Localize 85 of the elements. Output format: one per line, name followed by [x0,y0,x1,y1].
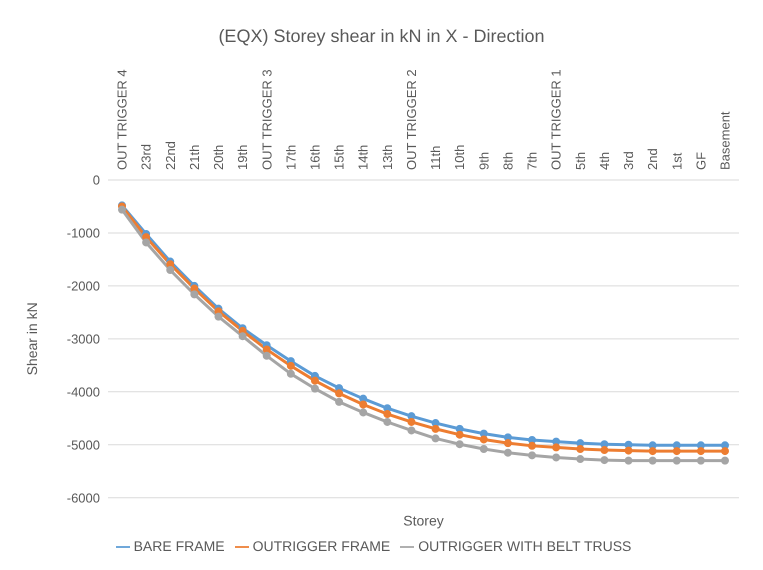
point [262,352,271,360]
x-tick-label: 9th [476,152,492,170]
x-tick-label: 15th [332,144,347,170]
y-tick-label: -6000 [66,490,100,506]
y-tick-label: -3000 [66,331,100,346]
point [310,384,319,393]
point [576,455,584,464]
point [456,430,464,439]
point [504,448,512,457]
y-tick-label: -4000 [66,384,100,400]
point [528,442,536,450]
point [238,332,247,340]
point [696,456,705,465]
point [648,447,657,456]
x-tick-label: 3rd [621,151,636,170]
point [310,376,319,385]
x-tick-label: OUT TRIGGER 4 [114,69,130,170]
point [432,424,440,433]
point [528,451,536,460]
y-axis-title: Shear in kN [24,302,40,376]
x-tick-label: 14th [356,144,371,170]
legend-label: OUTRIGGER WITH BELT TRUSS [418,538,632,554]
x-tick-label: 23rd [138,144,154,170]
point [214,312,222,321]
point [335,389,344,398]
point [142,238,150,246]
point [552,453,560,462]
x-tick-label: 8th [500,152,516,170]
point [624,456,633,465]
x-tick-label: 5th [572,152,588,170]
chart-title: (EQX) Storey shear in kN in X - Direction [217,26,546,47]
point [721,456,729,465]
x-tick-label: 1st [669,152,684,170]
point [456,440,464,448]
point [286,370,295,378]
point [286,362,295,370]
point [262,345,271,354]
x-tick-label: 21th [186,144,202,170]
y-tick-label: -2000 [66,278,100,294]
point [432,434,440,442]
point [696,447,705,456]
x-tick-label: 20th [211,144,226,170]
x-axis-title: Storey [403,512,444,529]
legend-label: OUTRIGGER FRAME [252,538,390,554]
point [648,456,657,465]
x-tick-label: OUT TRIGGER 2 [404,69,419,170]
x-tick-label: 2nd [645,148,660,170]
point [383,410,392,418]
point [600,446,608,454]
point [552,443,560,452]
point [335,398,344,406]
y-tick-label: 0 [92,172,100,188]
y-tick-label: -5000 [66,437,100,452]
x-tick-label: 11th [428,146,444,170]
point [359,400,368,409]
point [190,290,198,298]
point [480,444,488,453]
point [624,446,633,455]
x-tick-label: GF [693,152,708,170]
x-tick-label: 16th [308,144,323,170]
x-tick-label: 4th [596,152,612,170]
point [480,435,488,444]
point [118,206,126,214]
x-tick-label: 7th [524,152,540,170]
legend-label: BARE FRAME [134,538,225,554]
point [383,418,392,426]
point [672,447,681,456]
x-tick-label: 10th [452,144,468,170]
point [672,456,681,465]
x-tick-label: Basement [718,111,733,170]
point [576,444,584,453]
point [721,447,729,456]
point [600,456,608,464]
x-tick-label: 17th [283,144,298,170]
point [504,439,512,448]
point [407,426,416,434]
x-tick-label: 13th [380,144,395,170]
x-tick-label: 22nd [162,141,178,170]
point [407,418,416,426]
x-tick-label: OUT TRIGGER 3 [259,69,274,170]
point [166,266,174,274]
x-tick-label: 19th [235,144,250,170]
x-tick-label: OUT TRIGGER 1 [548,69,564,170]
y-tick-label: -1000 [66,226,100,241]
point [359,408,368,416]
